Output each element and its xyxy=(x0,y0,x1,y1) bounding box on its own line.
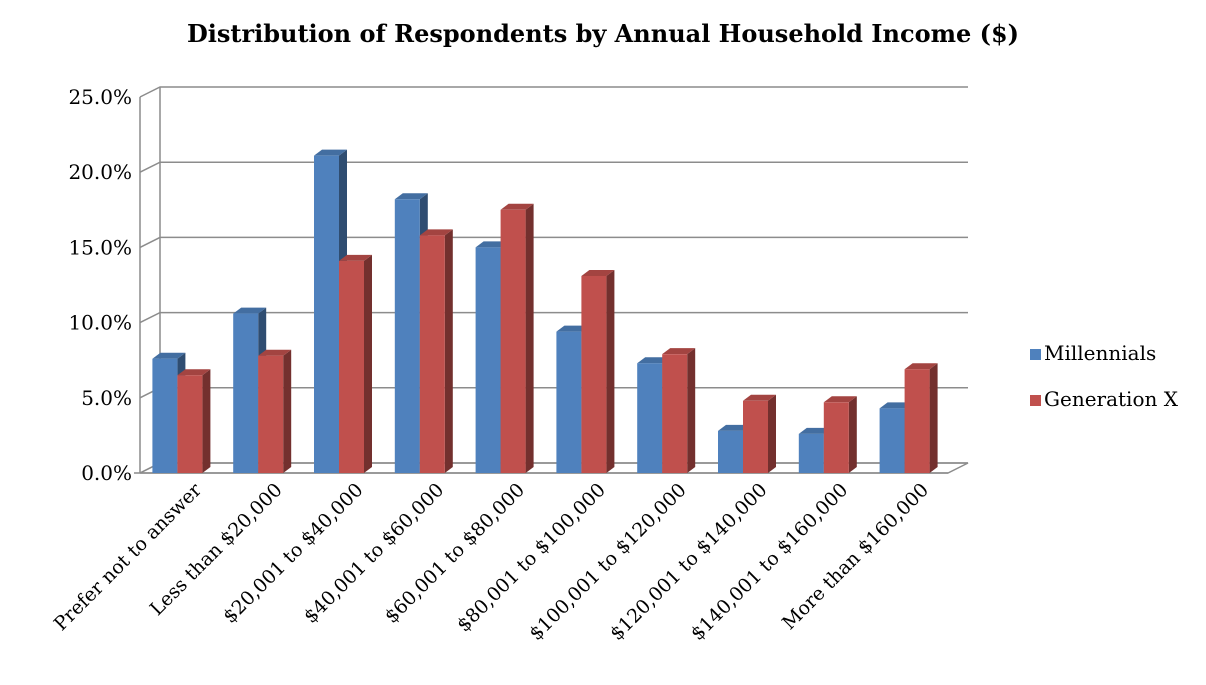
bar-side xyxy=(606,269,615,473)
bar-top xyxy=(798,427,832,434)
y-tick-label: 25.0% xyxy=(68,85,132,109)
bar-top xyxy=(718,424,751,431)
y-tick-label: 15.0% xyxy=(68,235,132,259)
legend-label: Generation X xyxy=(1044,387,1179,411)
bar-front xyxy=(475,247,501,473)
bar-front xyxy=(581,275,607,473)
bar-side xyxy=(444,229,453,473)
bar-front xyxy=(798,433,824,473)
bar-front xyxy=(233,313,259,473)
bar-top xyxy=(339,254,372,261)
bar-front xyxy=(177,375,203,473)
x-category-label: $80,001 to $100,000 xyxy=(453,479,610,636)
bar-top xyxy=(556,325,590,332)
x-category-label: $100,001 to $120,000 xyxy=(525,479,691,645)
bar-top xyxy=(581,269,615,276)
bar-front xyxy=(823,402,849,473)
x-category-label: More than $160,000 xyxy=(778,479,933,634)
bar-top xyxy=(314,149,347,156)
bar-front xyxy=(879,408,905,473)
x-category-label: $40,001 to $60,000 xyxy=(300,479,449,628)
bar-top xyxy=(879,402,913,409)
bar-top xyxy=(637,357,671,364)
y-tick-label: 20.0% xyxy=(68,160,132,184)
y-tick-label: 0.0% xyxy=(81,461,132,485)
bar xyxy=(581,269,615,473)
bar-side xyxy=(929,363,938,473)
bar-front xyxy=(743,400,768,473)
gridline xyxy=(139,161,968,173)
chart-title: Distribution of Respondents by Annual Ho… xyxy=(187,19,1019,48)
bar-top xyxy=(394,193,428,200)
x-category-label: Less than $20,000 xyxy=(146,479,287,620)
bars xyxy=(152,149,938,474)
x-category-label: $60,001 to $80,000 xyxy=(380,479,529,628)
bar-top xyxy=(177,369,211,376)
bar-top xyxy=(743,394,776,401)
bar-top xyxy=(152,352,186,359)
bar-front xyxy=(904,369,930,473)
gridline xyxy=(139,86,968,98)
bar-front xyxy=(394,199,420,473)
y-tick-label: 10.0% xyxy=(68,311,132,335)
bar-front xyxy=(339,260,364,473)
legend-swatch xyxy=(1030,395,1041,406)
bar-front xyxy=(662,354,688,473)
x-category-label: Prefer not to answer xyxy=(50,478,207,635)
bar-side xyxy=(848,396,857,473)
bar-top xyxy=(904,363,938,370)
bar xyxy=(743,394,776,473)
bar-side xyxy=(202,369,211,473)
bar xyxy=(823,396,857,473)
bar-front xyxy=(314,155,339,473)
bar xyxy=(662,348,696,473)
bar-front xyxy=(152,358,178,473)
x-category-label: $140,001 to $160,000 xyxy=(687,479,853,645)
bar xyxy=(904,363,938,473)
bar-side xyxy=(768,394,776,473)
legend-swatch xyxy=(1030,349,1041,360)
bar-front xyxy=(419,235,445,473)
bar-top xyxy=(419,229,453,236)
bar xyxy=(339,254,372,473)
bar-side xyxy=(364,254,372,473)
bar xyxy=(500,203,534,474)
bar-top xyxy=(662,348,696,355)
bar-side xyxy=(687,348,696,473)
legend: Millennials Generation X xyxy=(1030,341,1179,411)
bar-front xyxy=(637,363,663,473)
y-tick-label: 5.0% xyxy=(81,386,132,410)
bar-front xyxy=(718,430,743,473)
bar-top xyxy=(500,203,534,210)
bar-top xyxy=(823,396,857,403)
bar xyxy=(177,369,211,473)
bar-top xyxy=(233,307,267,314)
x-category-label: $20,001 to $40,000 xyxy=(219,479,368,628)
legend-label: Millennials xyxy=(1044,341,1156,365)
bar-front xyxy=(556,331,582,473)
bar-front xyxy=(500,209,526,474)
gridline xyxy=(139,236,968,249)
bar xyxy=(419,229,453,473)
bar-top xyxy=(475,241,509,248)
y-tick-labels: 0.0% 5.0% 10.0% 15.0% 20.0% 25.0% xyxy=(68,85,132,485)
bar-side xyxy=(525,203,534,474)
bar-side xyxy=(283,349,292,473)
x-category-label: $120,001 to $140,000 xyxy=(606,479,772,645)
bar-top xyxy=(258,349,292,356)
bar xyxy=(258,349,292,473)
bar-front xyxy=(258,355,284,473)
